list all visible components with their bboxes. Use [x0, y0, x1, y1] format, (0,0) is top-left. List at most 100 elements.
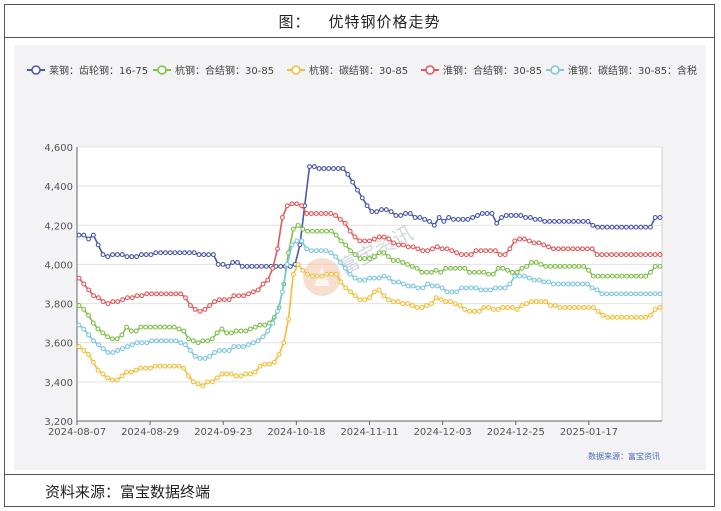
data-point — [594, 287, 600, 293]
data-point — [398, 213, 404, 218]
data-point — [299, 203, 305, 209]
legend-item-1[interactable]: 莱钢：齿轮钢：16-75 — [27, 64, 148, 77]
data-point — [81, 306, 87, 312]
data-point — [584, 246, 590, 252]
data-point — [560, 246, 566, 252]
data-point — [519, 303, 525, 308]
legend-item-3[interactable]: 杭钢：碳结钢：30-85 — [287, 64, 408, 77]
data-point — [585, 218, 591, 224]
data-point — [548, 303, 553, 308]
legend-label: 淮钢：碳结钢：30-85：含税 — [568, 64, 697, 77]
data-point — [323, 248, 329, 254]
data-point — [580, 246, 585, 252]
data-point — [110, 252, 116, 258]
data-point — [224, 330, 230, 336]
data-point — [415, 246, 421, 252]
data-point — [226, 297, 232, 303]
data-point — [521, 236, 527, 242]
data-point — [619, 224, 625, 230]
data-point — [609, 224, 615, 230]
data-point — [230, 260, 236, 265]
data-point — [95, 342, 101, 348]
data-point — [581, 305, 587, 310]
data-point — [249, 263, 255, 269]
legend-item-2[interactable]: 杭钢：合结钢：30-85 — [153, 64, 274, 77]
data-point — [228, 371, 234, 377]
data-point — [424, 303, 430, 308]
data-point — [599, 224, 605, 230]
legend-label: 淮钢：合结钢：30-85 — [443, 64, 542, 77]
data-point — [410, 244, 416, 250]
data-point — [300, 226, 306, 232]
data-point — [414, 305, 420, 310]
data-point — [314, 273, 320, 279]
data-point — [163, 338, 169, 344]
data-point — [216, 348, 222, 353]
data-point — [381, 250, 387, 256]
y-tick-label: 4,400 — [44, 182, 73, 193]
data-point — [590, 222, 596, 228]
data-point — [149, 338, 155, 344]
data-point — [105, 350, 111, 355]
data-point — [183, 342, 188, 348]
data-point — [483, 248, 489, 254]
data-point — [570, 281, 576, 287]
data-point — [115, 299, 121, 305]
data-point — [633, 291, 639, 297]
data-point — [517, 236, 523, 242]
data-point — [624, 314, 630, 320]
data-point — [648, 269, 653, 275]
data-point — [552, 263, 558, 269]
data-point — [393, 213, 399, 218]
y-tick-label: 4,000 — [44, 260, 73, 271]
data-point — [324, 271, 330, 277]
data-point — [284, 203, 290, 209]
data-point — [403, 211, 408, 216]
data-point — [473, 248, 479, 254]
data-point — [518, 213, 524, 218]
data-point — [381, 293, 387, 299]
data-point — [355, 187, 360, 193]
data-point — [210, 252, 216, 258]
data-point — [560, 281, 566, 287]
chart-legend: 莱钢：齿轮钢：16-75 杭钢：合结钢：30-85 杭钢：碳结钢：30-85 淮钢：合… — [27, 64, 697, 77]
data-point — [197, 355, 203, 361]
data-point — [454, 250, 460, 256]
data-point — [381, 234, 387, 240]
data-point — [235, 260, 240, 265]
data-point — [340, 166, 346, 171]
data-point — [503, 213, 509, 218]
data-point — [495, 265, 501, 271]
data-point — [571, 218, 577, 224]
data-point — [586, 305, 592, 310]
figure-title: 图： 优特钢价格走势 — [5, 5, 714, 38]
x-tick-label: 2024-09-23 — [194, 427, 252, 438]
data-point — [628, 224, 634, 230]
data-point — [119, 252, 125, 258]
data-point — [124, 254, 130, 260]
data-point — [478, 287, 484, 293]
legend-item-5[interactable]: 淮钢：碳结钢：30-85：含税 — [546, 64, 697, 77]
data-point — [328, 250, 334, 256]
data-point — [613, 252, 619, 258]
data-point — [313, 211, 319, 216]
data-point — [433, 295, 439, 301]
data-point — [297, 242, 303, 248]
legend-item-4[interactable]: 淮钢：合结钢：30-85 — [421, 64, 542, 77]
data-point — [144, 291, 150, 297]
data-point — [319, 273, 325, 279]
series-1 — [76, 164, 663, 269]
data-point — [144, 340, 150, 346]
data-point — [129, 254, 135, 260]
data-point — [595, 273, 601, 279]
data-point — [571, 305, 577, 310]
data-point — [95, 326, 101, 332]
data-point — [444, 289, 450, 295]
data-point — [162, 250, 168, 256]
data-point — [284, 261, 290, 267]
data-point — [86, 352, 91, 357]
data-point — [609, 273, 615, 279]
data-point — [436, 215, 442, 220]
data-point — [590, 273, 596, 279]
data-point — [311, 164, 317, 170]
